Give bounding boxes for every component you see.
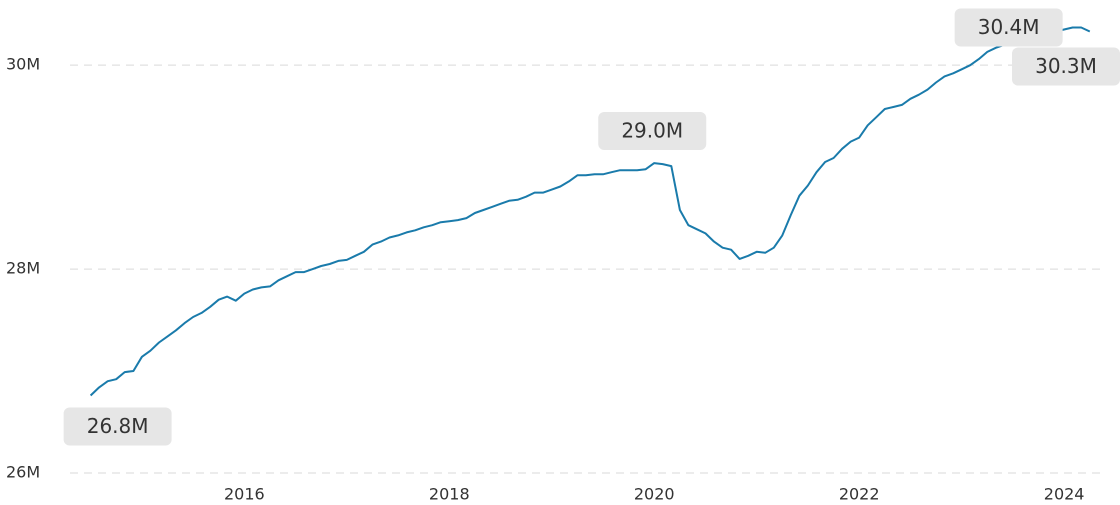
x-tick-label: 2020 [634,485,675,504]
y-tick-label: 30M [6,55,40,74]
value-label-box [598,112,707,151]
y-tick-label: 26M [6,463,40,482]
value-label: 30.3M [1035,54,1097,78]
x-tick-label: 2024 [1044,485,1085,504]
x-tick-label: 2022 [839,485,880,504]
plot [89,26,1091,397]
value-labels: 26.8M 29.0M 30.4M 30.3M [63,8,1120,446]
value-label: 26.8M [87,414,149,438]
value-label-box [63,407,172,446]
x-tick-label: 2018 [429,485,470,504]
x-tick-label: 2016 [224,485,265,504]
y-tick-label: 28M [6,259,40,278]
value-label-box [954,8,1063,47]
value-label-box [1012,47,1120,86]
value-label: 29.0M [621,119,683,143]
line [89,26,1091,397]
value-label: 30.4M [978,15,1040,39]
grid: 26M 28M 30M 2016 2018 2020 2022 2024 [6,55,1100,504]
